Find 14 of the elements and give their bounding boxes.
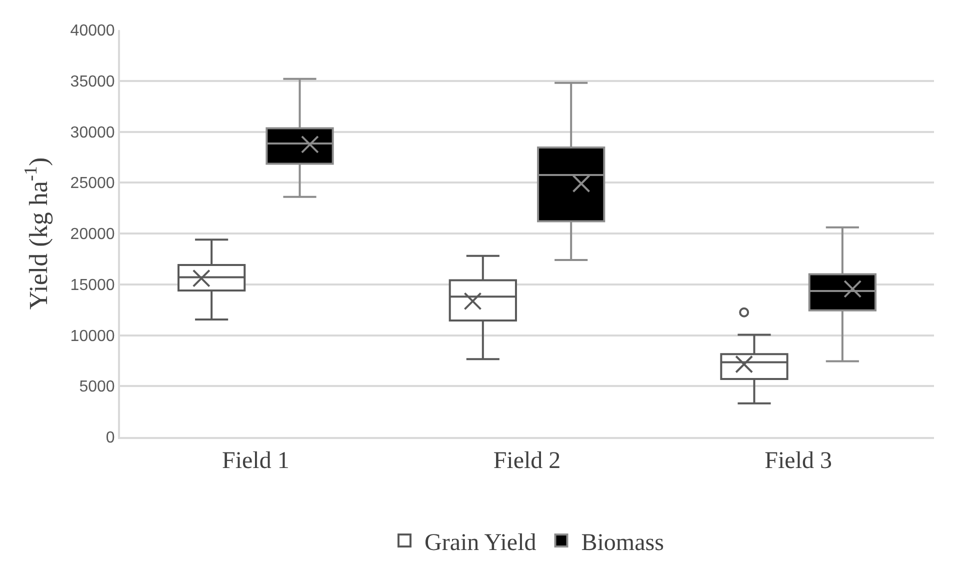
y-tick-label: 25000 bbox=[70, 175, 115, 192]
x-tick-label: Field 3 bbox=[764, 448, 832, 474]
legend-label: Biomass bbox=[581, 530, 664, 556]
x-tick-label: Field 2 bbox=[493, 448, 561, 474]
y-tick-label: 35000 bbox=[70, 73, 115, 90]
x-tick-label: Field 1 bbox=[222, 448, 290, 474]
y-tick-label: 10000 bbox=[70, 328, 115, 345]
y-tick-label: 15000 bbox=[70, 276, 115, 294]
y-tick-label: 0 bbox=[106, 430, 115, 447]
y-tick-label: 40000 bbox=[70, 22, 115, 40]
y-tick-label: 30000 bbox=[70, 124, 115, 142]
legend-label: Grain Yield bbox=[424, 530, 536, 556]
y-tick-label: 5000 bbox=[79, 378, 115, 396]
y-tick-label: 20000 bbox=[70, 226, 115, 244]
